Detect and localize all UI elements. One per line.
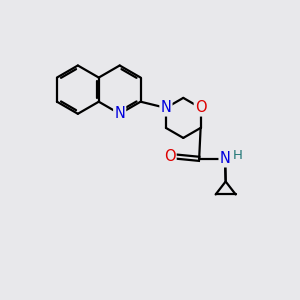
Text: H: H [232, 148, 242, 161]
Text: O: O [195, 100, 206, 116]
Text: N: N [220, 151, 230, 166]
Text: O: O [164, 149, 176, 164]
Text: N: N [160, 100, 171, 116]
Text: N: N [114, 106, 125, 121]
